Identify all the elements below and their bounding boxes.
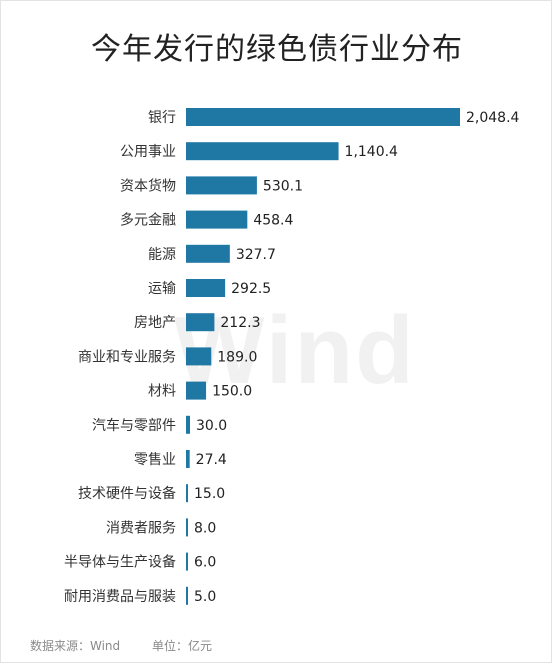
bar bbox=[186, 108, 460, 126]
bar-chart: 银行 2,048.4 公用事业 1,140.4 资本货物 530.1 多元金融 458.4 能源… bbox=[64, 108, 520, 605]
value-label: 2,048.4 bbox=[466, 110, 520, 126]
bar bbox=[186, 244, 230, 263]
category-label: 运输 bbox=[148, 281, 176, 297]
category-label: 零售业 bbox=[134, 452, 176, 468]
bar bbox=[186, 415, 191, 434]
bar bbox=[186, 313, 215, 332]
category-label: 耐用消费品与服装 bbox=[64, 589, 176, 605]
value-label: 8.0 bbox=[194, 520, 216, 536]
value-label: 15.0 bbox=[194, 486, 225, 502]
category-label: 房地产 bbox=[134, 315, 176, 331]
value-label: 6.0 bbox=[194, 555, 216, 571]
category-label: 半导体与生产设备 bbox=[64, 554, 176, 571]
data-source-note: 数据来源：Wind bbox=[30, 639, 121, 653]
value-label: 530.1 bbox=[263, 178, 303, 194]
category-label: 多元金融 bbox=[120, 212, 176, 229]
value-label: 327.7 bbox=[236, 247, 276, 263]
bar bbox=[186, 552, 188, 571]
value-label: 292.5 bbox=[231, 281, 271, 297]
bar bbox=[186, 518, 188, 537]
unit-note: 单位：亿元 bbox=[152, 639, 213, 653]
category-label: 商业和专业服务 bbox=[78, 349, 176, 365]
bar bbox=[186, 450, 190, 468]
bar bbox=[186, 142, 339, 161]
bar bbox=[186, 176, 257, 195]
value-label: 150.0 bbox=[212, 384, 252, 400]
category-label: 技术硬件与设备 bbox=[78, 485, 176, 502]
bar bbox=[186, 381, 207, 400]
chart-title: 今年发行的绿色债行业分布 bbox=[91, 32, 463, 67]
category-label: 公用事业 bbox=[120, 144, 176, 160]
bar bbox=[186, 484, 189, 503]
bar bbox=[186, 586, 188, 605]
value-label: 189.0 bbox=[217, 349, 257, 365]
category-label: 汽车与零部件 bbox=[92, 417, 176, 434]
category-label: 消费者服务 bbox=[106, 520, 176, 536]
bar bbox=[186, 347, 212, 366]
value-label: 27.4 bbox=[196, 452, 227, 468]
value-label: 458.4 bbox=[253, 213, 293, 229]
value-label: 212.3 bbox=[220, 315, 260, 331]
value-label: 1,140.4 bbox=[345, 144, 399, 160]
value-label: 5.0 bbox=[194, 589, 216, 605]
category-label: 资本货物 bbox=[120, 177, 176, 194]
bar bbox=[186, 210, 248, 229]
category-label: 材料 bbox=[148, 384, 176, 400]
bar bbox=[186, 279, 226, 297]
category-label: 银行 bbox=[148, 110, 176, 126]
value-label: 30.0 bbox=[196, 418, 227, 434]
category-label: 能源 bbox=[148, 247, 176, 263]
